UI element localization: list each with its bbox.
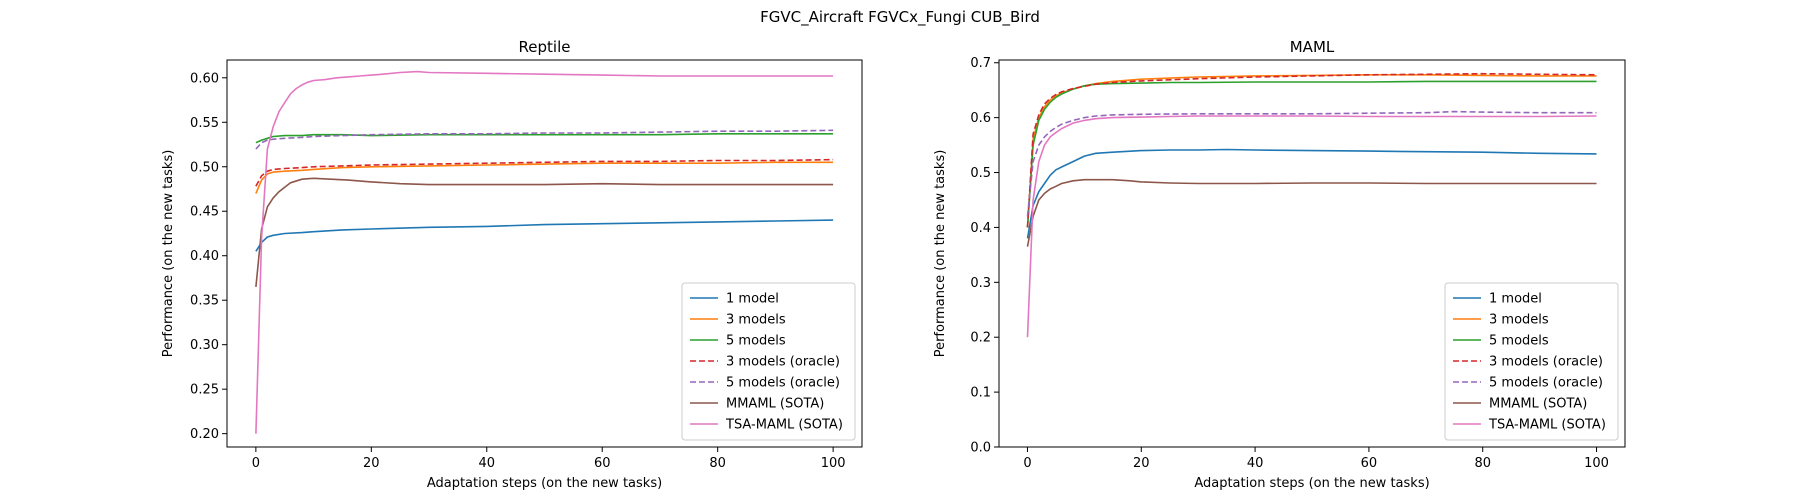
x-tick-label: 100 — [1584, 456, 1609, 471]
legend-label: 5 models — [1489, 334, 1549, 349]
x-tick-label: 0 — [1023, 456, 1031, 471]
x-tick-label: 80 — [709, 456, 726, 471]
x-axis-label: Adaptation steps (on the new tasks) — [1194, 476, 1429, 491]
series-line-3-models — [255, 161, 834, 194]
series-line-1-model — [255, 219, 834, 252]
legend-label: 3 models — [1489, 313, 1549, 328]
series-line-5-models — [1026, 80, 1597, 228]
y-tick-label: 0.35 — [190, 294, 219, 309]
x-tick-label: 100 — [821, 456, 846, 471]
series-line-5-models-oracle — [1026, 110, 1597, 217]
x-tick-label: 40 — [478, 456, 495, 471]
y-tick-label: 0.2 — [970, 331, 991, 346]
legend-label: 5 models (oracle) — [1489, 376, 1603, 391]
axes-frame — [998, 59, 1626, 448]
y-tick-label: 0.6 — [970, 111, 991, 126]
y-tick-label: 0.45 — [190, 205, 219, 220]
y-tick-label: 0.60 — [190, 71, 219, 86]
series-line-1-model — [1026, 148, 1597, 239]
y-tick-label: 0.50 — [190, 160, 219, 175]
maml-chart-panel: MAML 0 20 40 60 80 100 0.0 0.1 0.2 0.3 0.4 0.5 0.6 0.7… — [933, 38, 1626, 491]
y-tick-label: 0.30 — [190, 338, 219, 353]
y-axis-label: Performance (on the new tasks) — [161, 150, 176, 358]
legend-label: 3 models (oracle) — [1489, 355, 1603, 370]
series-line-5-models-oracle — [255, 129, 834, 150]
y-tick-label: 0.5 — [970, 166, 991, 181]
x-tick-label: 20 — [1133, 456, 1150, 471]
y-tick-label: 0.7 — [970, 56, 991, 71]
legend-label: 5 models — [726, 334, 786, 349]
x-tick-label: 60 — [1361, 456, 1378, 471]
series-line-mmaml-sota — [1026, 178, 1597, 247]
y-tick-label: 0.55 — [190, 116, 219, 131]
legend: 1 model 3 models 5 models 3 models (oracle)… — [1444, 282, 1619, 441]
x-tick-label: 40 — [1247, 456, 1264, 471]
x-tick-label: 60 — [594, 456, 611, 471]
axes-frame — [226, 59, 863, 448]
legend-box — [681, 282, 856, 441]
legend-box — [1444, 282, 1619, 441]
series-line-tsa-maml-sota — [1026, 115, 1597, 338]
reptile-chart-panel: Reptile 0 20 40 60 80 100 0.20 0.25 0.30 0.35 0.40 0… — [161, 38, 863, 491]
legend-label: 3 models (oracle) — [726, 355, 840, 370]
legend-label: 1 model — [726, 292, 779, 307]
y-tick-label: 0.3 — [970, 276, 991, 291]
series-line-mmaml-sota — [255, 177, 834, 287]
x-tick-label: 20 — [363, 456, 380, 471]
series-line-3-models-oracle — [1026, 72, 1597, 228]
x-tick-label: 80 — [1474, 456, 1491, 471]
y-axis-label: Performance (on the new tasks) — [933, 150, 948, 358]
legend-label: 5 models (oracle) — [726, 376, 840, 391]
legend-label: MMAML (SOTA) — [726, 397, 824, 412]
y-tick-label: 0.25 — [190, 383, 219, 398]
chart-title: MAML — [1290, 38, 1335, 56]
series-line-3-models-oracle — [255, 158, 834, 187]
series-line-tsa-maml-sota — [255, 70, 834, 434]
y-tick-label: 0.20 — [190, 427, 219, 442]
y-tick-label: 0.4 — [970, 221, 991, 236]
legend-label: 1 model — [1489, 292, 1542, 307]
chart-title: Reptile — [519, 38, 571, 56]
series-line-3-models — [1026, 74, 1597, 228]
legend-label: TSA-MAML (SOTA) — [1488, 418, 1606, 433]
legend-label: 3 models — [726, 313, 786, 328]
legend-label: TSA-MAML (SOTA) — [725, 418, 843, 433]
y-tick-label: 0.0 — [970, 441, 991, 456]
y-tick-label: 0.1 — [970, 386, 991, 401]
x-axis-label: Adaptation steps (on the new tasks) — [427, 476, 662, 491]
legend-label: MMAML (SOTA) — [1489, 397, 1587, 412]
figure-suptitle: FGVC_Aircraft FGVCx_Fungi CUB_Bird — [760, 8, 1040, 27]
y-tick-label: 0.40 — [190, 249, 219, 264]
legend: 1 model 3 models 5 models 3 models (oracle)… — [681, 282, 856, 441]
x-tick-label: 0 — [252, 456, 260, 471]
